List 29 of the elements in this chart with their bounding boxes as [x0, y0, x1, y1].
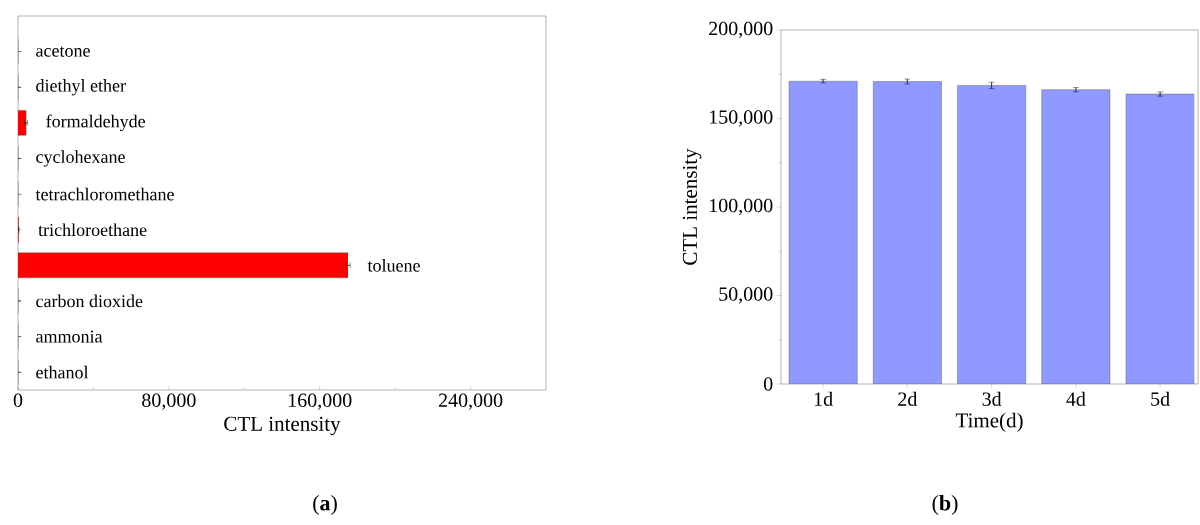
y-tick-label: formaldehyde: [46, 114, 145, 132]
x-tick-label: 3d: [982, 391, 1002, 406]
y-tick-label: tetrachloromethane: [35, 187, 174, 201]
x-tick-label: 4d: [1066, 391, 1086, 406]
x-axis-title: Time(d): [955, 412, 1023, 432]
y-tick-label: 200,000: [709, 21, 773, 39]
x-tick-label: 1d: [814, 391, 833, 406]
y-tick-label: 50,000: [719, 287, 773, 304]
text: (a): [313, 495, 337, 515]
x-tick-label: 80,000: [142, 393, 196, 410]
y-tick-label: ammonia: [36, 330, 103, 343]
y-tick-label: 150,000: [709, 110, 773, 127]
y-tick-label: diethyl ether: [36, 79, 126, 96]
y-tick-label: toluene: [367, 258, 420, 272]
text: (b): [932, 495, 958, 515]
x-tick-label: 160,000: [288, 393, 352, 410]
y-tick-label: acetone: [36, 46, 90, 57]
x-tick-label: 0: [13, 393, 23, 408]
y-tick-label: cyclohexane: [36, 150, 125, 167]
y-tick-label: 100,000: [709, 198, 773, 216]
x-tick-label: 240,000: [438, 393, 503, 410]
y-tick-label: trichloroethane: [38, 223, 147, 237]
y-tick-label: 0: [763, 377, 773, 391]
x-axis-title: CTL intensity: [224, 416, 341, 436]
x-tick-label: 5d: [1151, 391, 1170, 406]
y-tick-label: carbon dioxide: [36, 294, 143, 308]
y-axis-title: CTL intensity: [682, 148, 702, 265]
x-tick-label: 2d: [898, 391, 918, 406]
y-tick-label: ethanol: [36, 365, 89, 379]
